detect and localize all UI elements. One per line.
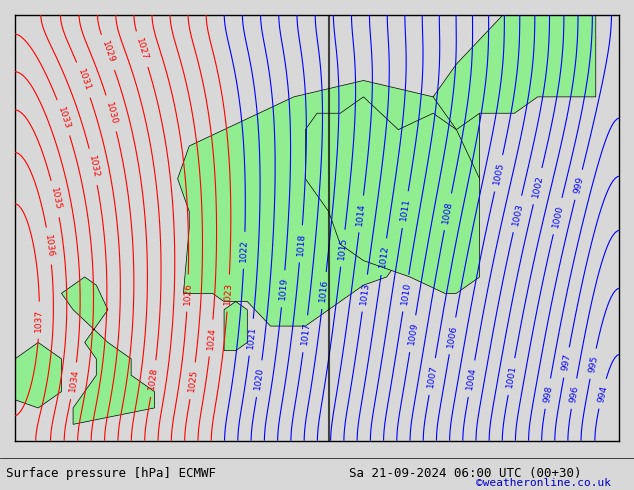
Text: 995: 995 — [587, 354, 599, 373]
Text: 1007: 1007 — [426, 365, 439, 389]
Polygon shape — [433, 15, 596, 130]
Text: 1037: 1037 — [34, 309, 44, 332]
Text: 1010: 1010 — [399, 281, 412, 305]
Polygon shape — [224, 301, 247, 351]
Polygon shape — [61, 277, 155, 424]
Text: 1024: 1024 — [205, 326, 217, 350]
Text: 1008: 1008 — [441, 200, 455, 224]
Text: 1013: 1013 — [359, 281, 371, 305]
Text: Surface pressure [hPa] ECMWF: Surface pressure [hPa] ECMWF — [6, 467, 216, 480]
Text: 1017: 1017 — [299, 322, 311, 345]
Text: 1029: 1029 — [100, 40, 116, 65]
Text: 1009: 1009 — [406, 322, 419, 346]
Text: 1003: 1003 — [510, 202, 524, 226]
Text: 1019: 1019 — [278, 277, 288, 301]
Text: 1002: 1002 — [531, 174, 545, 198]
Text: 1005: 1005 — [492, 161, 505, 185]
Text: 1011: 1011 — [399, 197, 411, 221]
Text: 1035: 1035 — [49, 187, 62, 211]
Polygon shape — [178, 80, 479, 326]
Text: 1004: 1004 — [465, 367, 478, 391]
Text: 1021: 1021 — [246, 325, 257, 349]
Text: 996: 996 — [568, 384, 580, 403]
Text: 1016: 1016 — [318, 279, 330, 302]
Text: 1014: 1014 — [356, 202, 367, 226]
Text: 1027: 1027 — [134, 37, 150, 61]
Text: 1000: 1000 — [551, 204, 564, 228]
Text: 1033: 1033 — [56, 105, 72, 130]
Text: 1026: 1026 — [183, 281, 193, 305]
Text: 998: 998 — [542, 384, 553, 403]
Polygon shape — [306, 97, 479, 294]
Text: 1032: 1032 — [87, 155, 100, 179]
Text: 1012: 1012 — [378, 245, 390, 269]
Text: 1034: 1034 — [68, 369, 80, 393]
Text: 1018: 1018 — [295, 232, 306, 256]
Text: 1030: 1030 — [104, 101, 119, 125]
Text: 1028: 1028 — [148, 367, 159, 391]
Text: 999: 999 — [573, 175, 585, 194]
Text: 1031: 1031 — [75, 68, 92, 92]
Text: 1001: 1001 — [505, 365, 518, 389]
Text: ©weatheronline.co.uk: ©weatheronline.co.uk — [476, 478, 611, 488]
Text: 1015: 1015 — [337, 236, 349, 260]
Text: Sa 21-09-2024 06:00 UTC (00+30): Sa 21-09-2024 06:00 UTC (00+30) — [349, 467, 581, 480]
Text: 1036: 1036 — [43, 234, 55, 258]
Text: 1022: 1022 — [240, 239, 249, 262]
Text: 1020: 1020 — [254, 367, 265, 391]
Polygon shape — [15, 343, 61, 408]
Text: 1006: 1006 — [446, 324, 458, 348]
Text: 994: 994 — [596, 384, 609, 403]
Text: 1023: 1023 — [223, 281, 233, 305]
Text: 997: 997 — [560, 353, 573, 372]
Text: 1025: 1025 — [187, 369, 198, 392]
